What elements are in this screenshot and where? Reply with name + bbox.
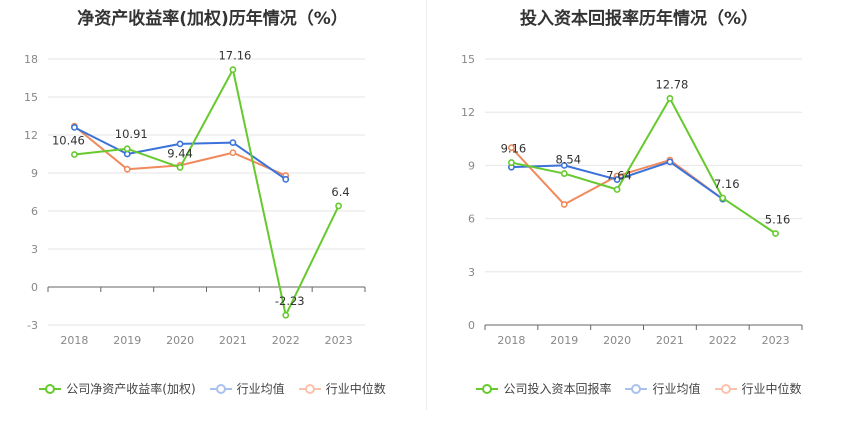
y-tick-label: 15	[24, 91, 38, 104]
data-point	[71, 151, 78, 158]
x-tick-label: 2019	[550, 334, 578, 347]
y-tick-label: 9	[468, 159, 475, 172]
roic-chart-panel: 投入资本回报率历年情况（%） 0 3 6 9 12 15 2018 2019 2020 2021 2…	[428, 0, 850, 437]
data-label: 7.16	[714, 177, 740, 191]
data-label: 9.16	[501, 142, 527, 156]
x-tick-label: 2018	[60, 334, 88, 347]
legend-item-industry-mean[interactable]: 行业均值	[209, 380, 285, 397]
x-tick-label: 2020	[166, 334, 194, 347]
legend-item-industry-median[interactable]: 行业中位数	[298, 380, 386, 397]
y-tick-label: 12	[461, 106, 475, 119]
data-label: 17.16	[218, 49, 251, 63]
y-tick-label: 15	[461, 53, 475, 66]
data-point	[613, 186, 621, 193]
x-tick-label: 2022	[272, 334, 300, 347]
data-label: 6.4	[331, 185, 349, 199]
legend-item-industry-median[interactable]: 行业中位数	[714, 380, 802, 397]
data-point	[282, 175, 290, 183]
legend-swatch-icon	[476, 383, 499, 395]
roe-chart-panel: 净资产收益率(加权)历年情况（%） -3 0 3 6 9 12 15 18 2018 2019 20…	[0, 9, 425, 397]
x-tick-label: 2023	[762, 334, 790, 347]
x-tick-label: 2020	[603, 334, 631, 347]
data-point	[282, 311, 290, 319]
data-point	[560, 170, 568, 177]
legend-label: 行业中位数	[741, 382, 802, 396]
data-label: 12.78	[655, 77, 688, 91]
x-tick-label: 2022	[709, 334, 737, 347]
data-point	[613, 176, 621, 183]
data-label: 10.91	[115, 127, 148, 141]
data-point	[229, 149, 237, 157]
y-tick-label: -3	[27, 319, 38, 332]
legend-label: 行业中位数	[325, 382, 386, 396]
legend-item-industry-mean[interactable]: 行业均值	[625, 380, 701, 397]
chart-legend: 公司投入资本回报率 行业均值 行业中位数	[428, 380, 850, 397]
y-tick-label: 0	[468, 319, 475, 332]
legend-swatch-icon	[625, 383, 648, 395]
y-tick-label: 3	[31, 243, 38, 256]
data-point	[666, 158, 674, 166]
y-tick-label: 9	[31, 167, 38, 180]
panel-divider	[426, 0, 427, 410]
data-point	[719, 194, 727, 202]
data-point	[176, 140, 184, 148]
legend-item-company[interactable]: 公司净资产收益率(加权)	[39, 380, 196, 397]
data-label: 5.16	[765, 212, 791, 226]
legend-label: 公司投入资本回报率	[503, 382, 612, 396]
x-tick-label: 2021	[656, 334, 684, 347]
legend-item-company[interactable]: 公司投入资本回报率	[476, 380, 611, 397]
legend-label: 行业均值	[652, 382, 701, 396]
legend-swatch-icon	[714, 383, 737, 395]
data-label: -2.23	[275, 294, 305, 308]
x-tick-label: 2018	[497, 334, 525, 347]
data-point	[772, 230, 779, 237]
series-line	[511, 97, 777, 235]
data-label: 7.64	[606, 169, 632, 183]
data-point	[508, 144, 515, 152]
data-point	[229, 66, 237, 74]
legend-swatch-icon	[39, 383, 62, 395]
data-point	[229, 139, 237, 146]
legend-label: 行业均值	[236, 382, 285, 396]
data-point	[335, 202, 342, 210]
data-label: 10.46	[52, 134, 85, 148]
data-point	[560, 201, 568, 208]
y-tick-label: 0	[31, 281, 38, 294]
series-line	[74, 68, 340, 317]
chart-title: 投入资本回报率历年情况（%）	[519, 9, 759, 29]
y-tick-label: 3	[468, 266, 475, 279]
data-point	[123, 145, 131, 153]
data-point	[123, 165, 131, 173]
data-point	[560, 161, 568, 169]
roic-line-chart: 0 3 6 9 12 15 2018 2019 2020 2021 2022 2023 9.16 8.54…	[461, 53, 803, 347]
data-label: 9.44	[167, 146, 193, 160]
data-point	[176, 164, 184, 171]
y-tick-label: 6	[31, 205, 38, 218]
data-label: 8.54	[555, 153, 581, 167]
legend-swatch-icon	[298, 383, 321, 395]
data-point	[71, 124, 78, 131]
y-tick-label: 18	[24, 53, 38, 66]
legend-swatch-icon	[209, 383, 232, 395]
roe-line-chart: -3 0 3 6 9 12 15 18 2018 2019 2020 2021 2022 2023 10.4…	[24, 49, 366, 347]
x-tick-label: 2021	[219, 334, 247, 347]
data-point	[508, 159, 515, 166]
legend-label: 公司净资产收益率(加权)	[66, 382, 196, 396]
chart-legend: 公司净资产收益率(加权) 行业均值 行业中位数	[0, 380, 425, 397]
x-tick-label: 2019	[113, 334, 141, 347]
chart-title: 净资产收益率(加权)历年情况（%）	[77, 9, 348, 29]
data-point	[666, 94, 674, 102]
y-tick-label: 6	[468, 213, 475, 226]
x-tick-label: 2023	[325, 334, 353, 347]
y-tick-label: 12	[24, 129, 38, 142]
